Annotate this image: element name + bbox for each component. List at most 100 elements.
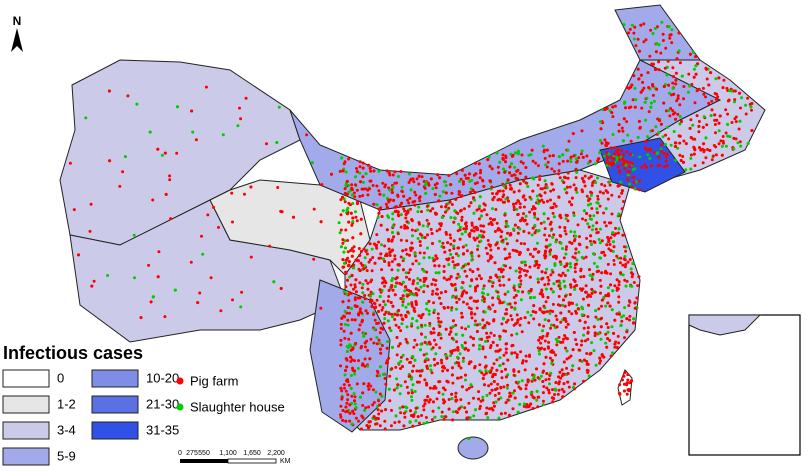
farm-point (486, 158, 490, 162)
farm-point (474, 172, 478, 176)
farm-point (139, 316, 143, 320)
farm-point (566, 322, 570, 326)
farm-point (361, 300, 365, 304)
farm-point (625, 330, 629, 334)
farm-point (566, 148, 570, 152)
farm-point (550, 396, 554, 400)
farm-point (684, 142, 688, 146)
farm-point (592, 261, 596, 265)
farm-point (411, 234, 414, 238)
farm-point (400, 201, 404, 205)
farm-point (491, 340, 495, 344)
farm-point (599, 359, 602, 363)
farm-point (107, 89, 111, 93)
farm-point (489, 179, 492, 183)
farm-point (409, 409, 412, 413)
farm-point (339, 327, 343, 331)
farm-point (497, 197, 501, 201)
farm-point (702, 92, 706, 96)
farm-point (342, 314, 346, 318)
farm-point (409, 290, 413, 293)
farm-point (604, 332, 608, 336)
farm-point (409, 246, 413, 250)
farm-point (587, 225, 591, 229)
farm-point (651, 32, 655, 35)
farm-point (358, 395, 362, 399)
farm-point (477, 217, 481, 221)
farm-point (460, 311, 464, 315)
farm-point (450, 336, 454, 340)
farm-point (456, 254, 460, 258)
farm-point (479, 229, 483, 233)
farm-point (433, 264, 437, 268)
farm-point (558, 370, 562, 374)
farm-point (525, 181, 529, 185)
farm-point (701, 161, 705, 165)
farm-point (605, 243, 609, 247)
farm-point (428, 386, 432, 390)
farm-point (358, 307, 362, 311)
farm-point (615, 254, 619, 258)
farm-point (512, 373, 516, 377)
farm-point (582, 209, 586, 213)
farm-point (354, 278, 358, 282)
farm-point (566, 176, 570, 180)
farm-point (455, 172, 459, 176)
farm-point (570, 196, 574, 200)
farm-point (630, 83, 634, 87)
farm-point (509, 187, 512, 191)
farm-point (697, 124, 701, 128)
farm-point (447, 263, 451, 266)
farm-point (518, 266, 521, 270)
farm-point (605, 150, 609, 154)
farm-point (715, 92, 719, 96)
farm-point (531, 159, 535, 163)
farm-point (460, 315, 464, 319)
farm-point (549, 287, 553, 291)
farm-point (583, 184, 587, 188)
farm-point (413, 190, 417, 194)
farm-point (305, 133, 309, 137)
farm-point (626, 378, 630, 382)
farm-point (399, 225, 403, 229)
farm-point (355, 382, 359, 386)
farm-point (518, 227, 522, 231)
farm-point (502, 184, 506, 188)
farm-point (586, 326, 590, 330)
farm-point (636, 135, 640, 139)
farm-point (495, 368, 499, 372)
farm-point (338, 169, 342, 173)
farm-point (607, 294, 611, 298)
farm-point (730, 89, 733, 93)
farm-point (709, 71, 713, 75)
farm-point (531, 226, 535, 230)
farm-point (425, 270, 429, 274)
farm-point (694, 72, 698, 76)
farm-point (418, 374, 422, 378)
farm-point (541, 403, 545, 406)
farm-point (359, 427, 363, 431)
farm-point (464, 227, 468, 231)
farm-point (347, 260, 351, 264)
farm-point (444, 415, 448, 419)
farm-point (404, 216, 408, 220)
farm-point (627, 299, 631, 303)
farm-point (350, 223, 354, 227)
farm-point (454, 197, 458, 201)
farm-point (598, 361, 602, 365)
farm-point (379, 347, 382, 351)
farm-point (414, 259, 418, 263)
farm-point (310, 161, 314, 165)
farm-point (606, 286, 610, 290)
region-xinjiang (59, 59, 301, 246)
farm-point (375, 322, 379, 325)
farm-point (524, 263, 527, 267)
farm-point (616, 334, 620, 338)
farm-point (420, 323, 423, 327)
farm-point (341, 241, 345, 245)
farm-point (354, 183, 357, 187)
farm-point (598, 151, 602, 155)
farm-point (498, 335, 502, 339)
farm-point (690, 82, 694, 86)
farm-point (353, 195, 357, 199)
